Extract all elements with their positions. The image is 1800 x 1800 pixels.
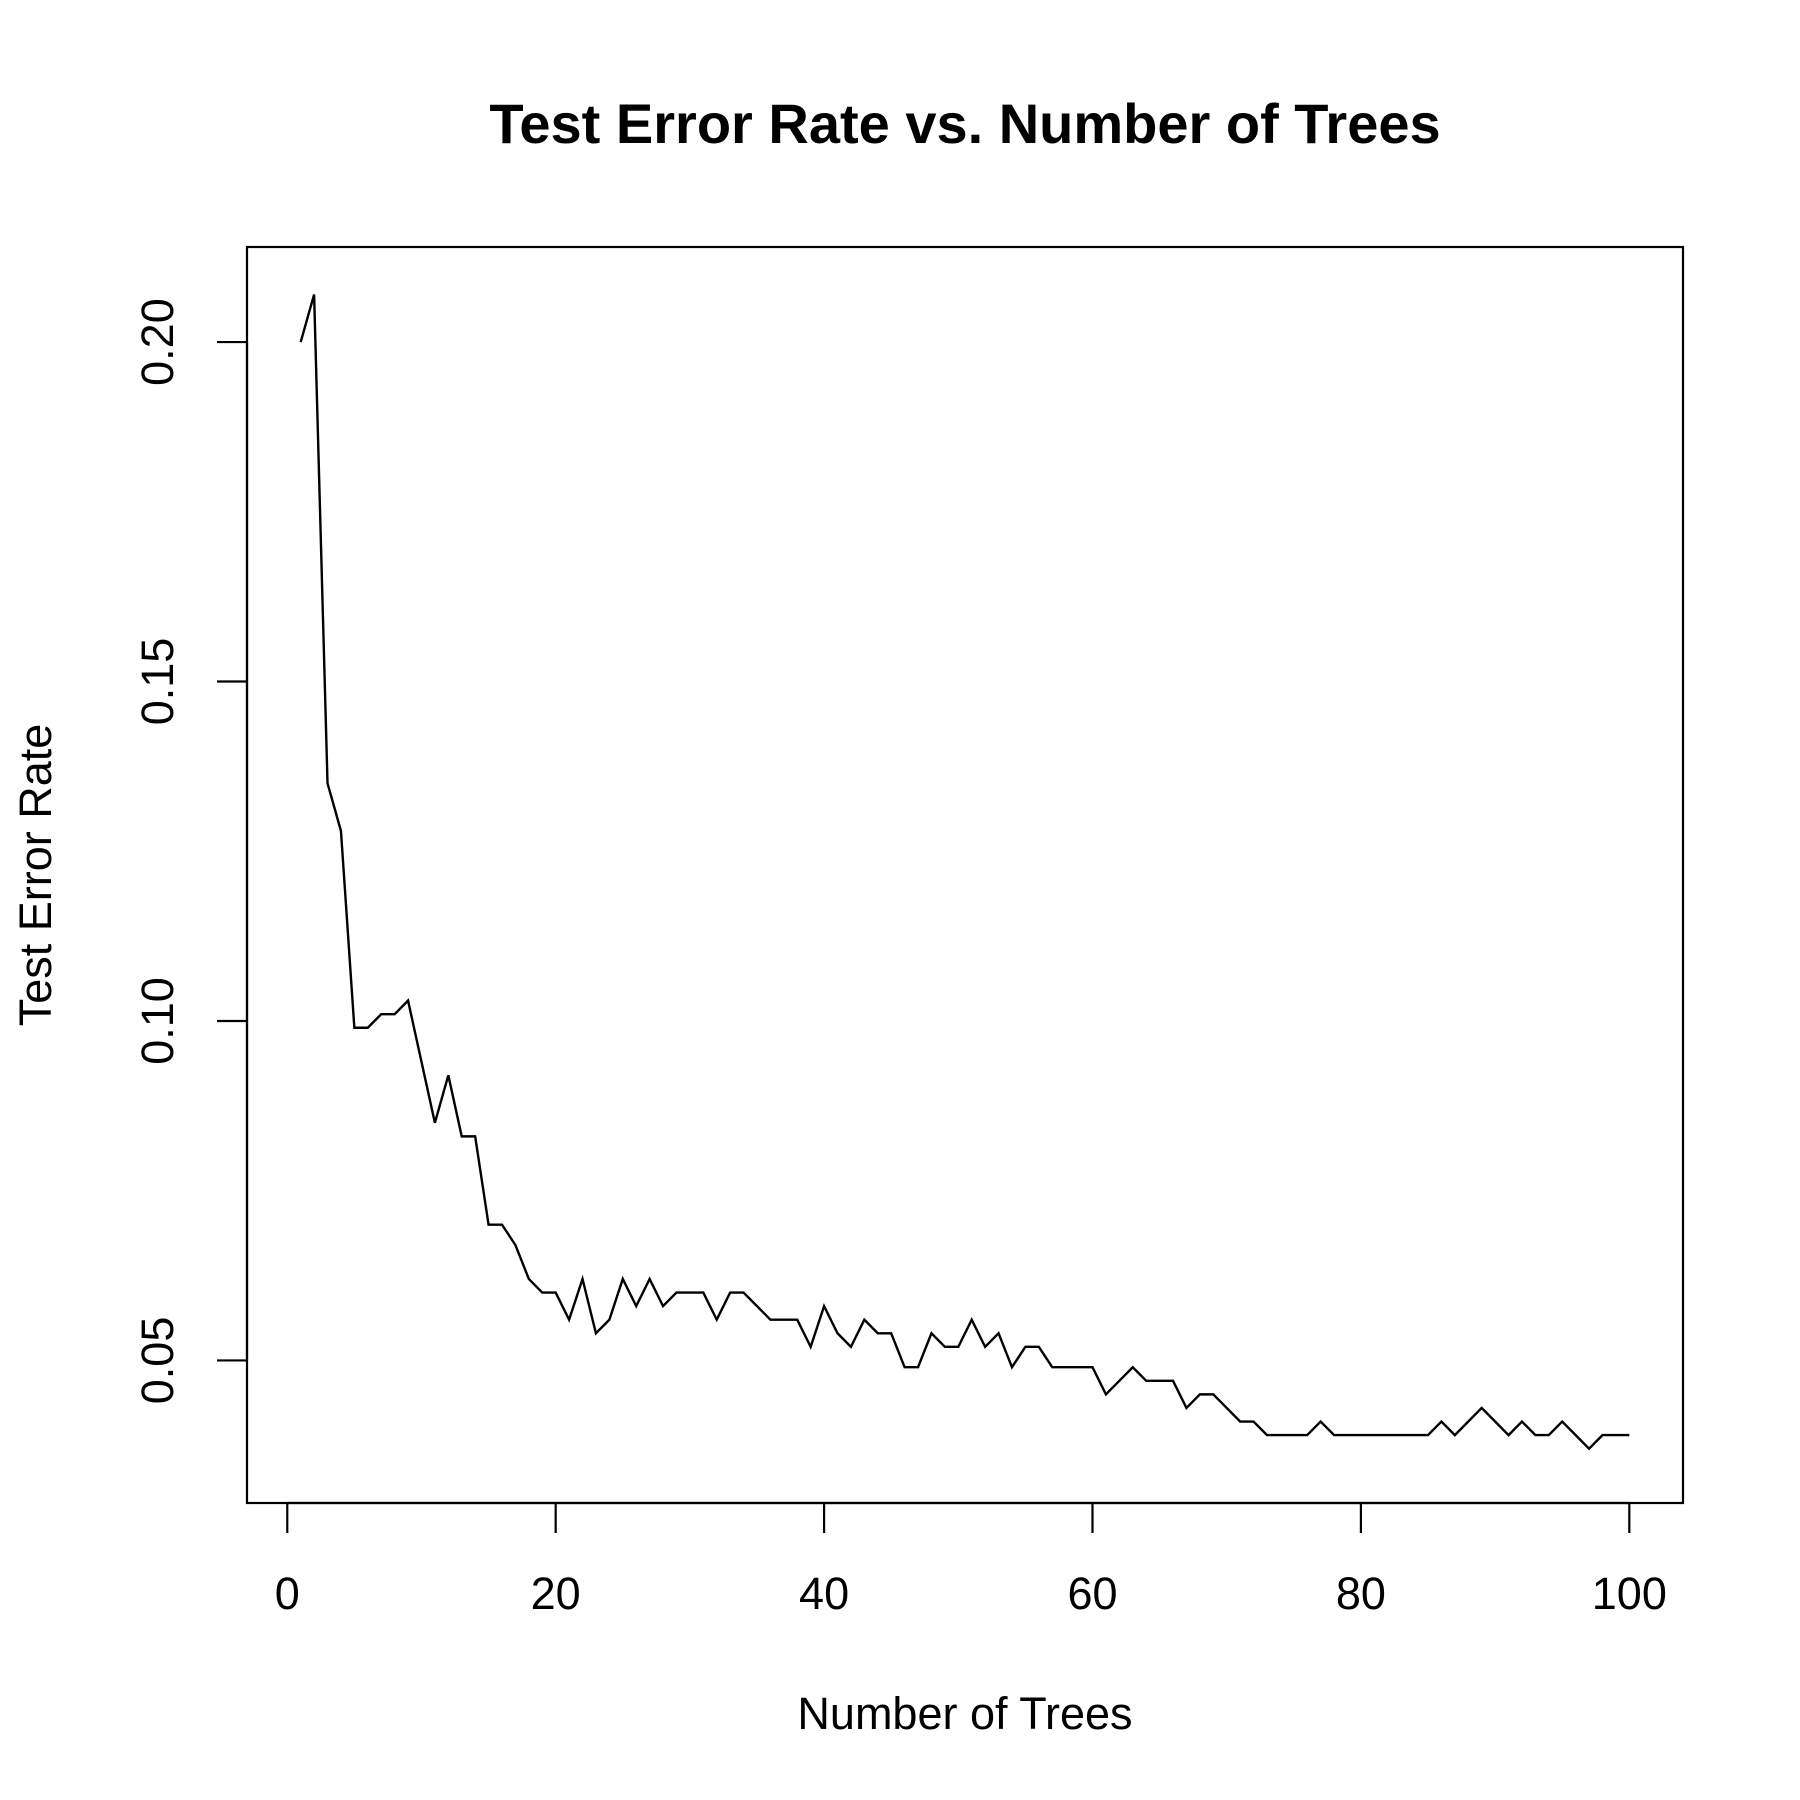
chart-title: Test Error Rate vs. Number of Trees [489,92,1440,155]
x-axis-label: Number of Trees [797,1688,1132,1739]
x-tick-label: 100 [1592,1568,1667,1619]
y-tick-label: 0.10 [132,977,183,1065]
x-axis: 0 20 40 60 80 100 [275,1501,1667,1619]
plot-frame [245,245,1685,1505]
y-tick-label: 0.20 [132,298,183,386]
x-tick-label: 80 [1336,1568,1386,1619]
y-axis-label: Test Error Rate [10,724,61,1027]
series-layer [299,294,1630,1451]
y-tick-label: 0.15 [132,638,183,726]
x-tick-label: 60 [1067,1568,1117,1619]
x-tick-label: 20 [531,1568,581,1619]
series-line [299,294,1630,1451]
x-tick-label: 40 [799,1568,849,1619]
y-tick-label: 0.05 [132,1317,183,1405]
y-axis: 0.05 0.10 0.15 0.20 [132,298,249,1405]
x-tick-label: 0 [275,1568,300,1619]
